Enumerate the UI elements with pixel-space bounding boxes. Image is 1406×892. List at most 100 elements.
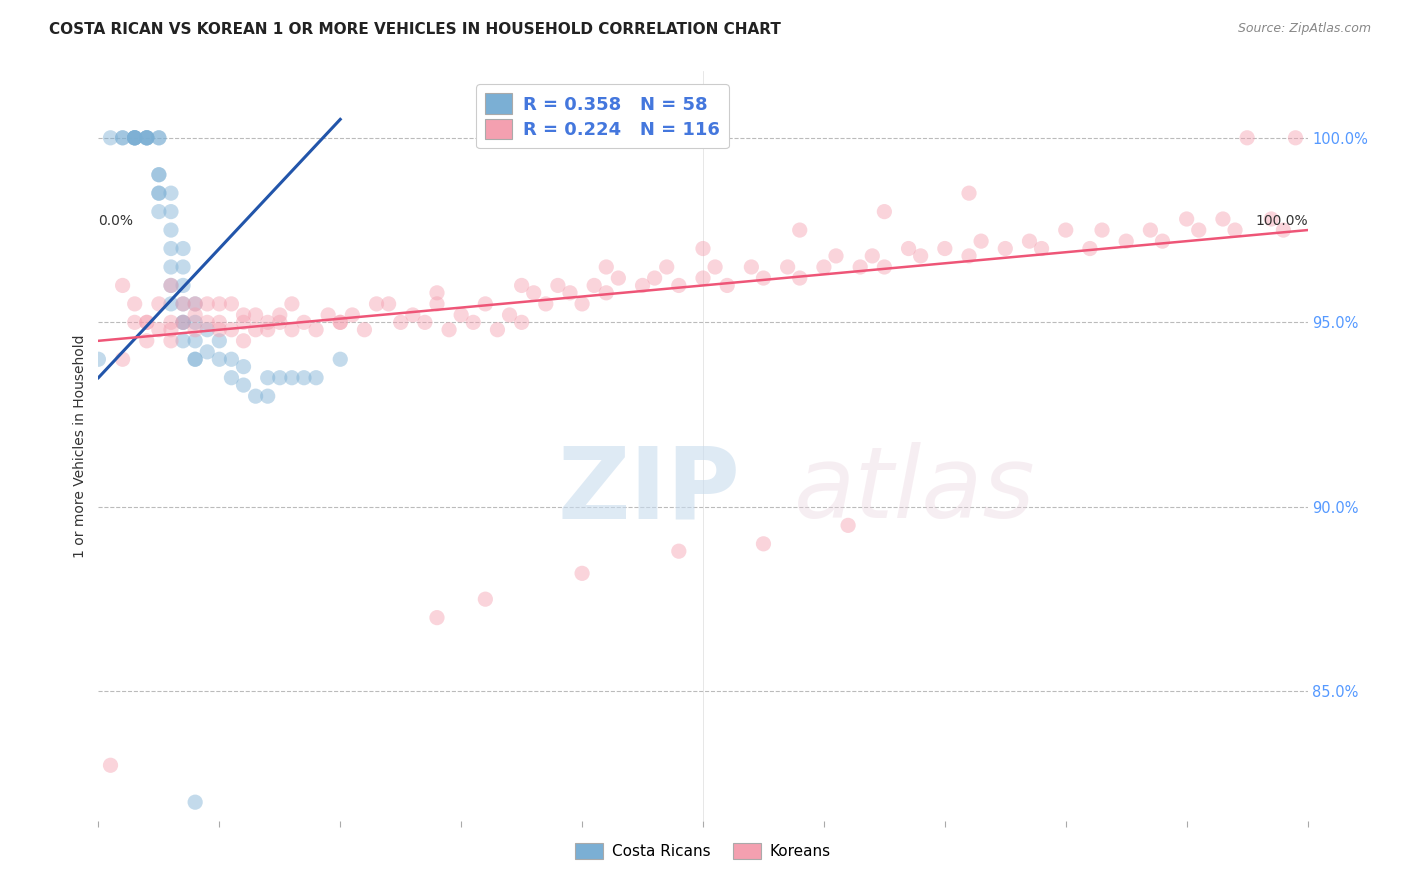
Point <box>426 297 449 311</box>
Point <box>195 297 218 311</box>
Point <box>342 308 364 322</box>
Point <box>172 260 194 274</box>
Point <box>124 130 146 145</box>
Point <box>160 334 183 348</box>
Point <box>860 249 883 263</box>
Point <box>1212 212 1234 227</box>
Point <box>316 308 339 322</box>
Point <box>124 130 146 145</box>
Point <box>135 315 157 329</box>
Point <box>957 186 980 201</box>
Point <box>172 278 194 293</box>
Legend: Costa Ricans, Koreans: Costa Ricans, Koreans <box>569 838 837 865</box>
Point <box>752 271 775 285</box>
Point <box>510 315 533 329</box>
Point <box>389 315 412 329</box>
Point <box>256 370 278 384</box>
Point <box>413 315 436 329</box>
Point <box>426 610 449 624</box>
Point <box>148 204 170 219</box>
Point <box>281 323 304 337</box>
Point <box>366 297 388 311</box>
Point <box>148 297 170 311</box>
Point <box>510 278 533 293</box>
Point <box>873 260 896 274</box>
Point <box>837 518 859 533</box>
Point <box>160 242 183 256</box>
Point <box>1175 212 1198 227</box>
Point <box>1054 223 1077 237</box>
Point <box>1188 223 1211 237</box>
Point <box>160 204 183 219</box>
Point <box>498 308 520 322</box>
Point <box>353 323 375 337</box>
Point <box>124 130 146 145</box>
Point <box>281 370 304 384</box>
Point <box>135 315 157 329</box>
Point <box>789 223 811 237</box>
Point <box>873 204 896 219</box>
Point <box>148 186 170 201</box>
Point <box>221 352 243 367</box>
Point <box>195 344 218 359</box>
Point <box>957 249 980 263</box>
Point <box>195 315 218 329</box>
Point <box>752 537 775 551</box>
Point <box>160 278 183 293</box>
Point <box>184 323 207 337</box>
Point <box>305 323 328 337</box>
Point <box>184 315 207 329</box>
Point <box>184 297 207 311</box>
Point <box>558 285 581 300</box>
Point <box>740 260 762 274</box>
Point <box>776 260 799 274</box>
Point <box>607 271 630 285</box>
Point <box>813 260 835 274</box>
Point <box>160 297 183 311</box>
Point <box>232 308 254 322</box>
Point <box>184 297 207 311</box>
Point <box>970 234 993 248</box>
Point <box>148 168 170 182</box>
Point <box>172 315 194 329</box>
Point <box>135 130 157 145</box>
Point <box>292 370 315 384</box>
Point <box>644 271 666 285</box>
Text: atlas: atlas <box>793 442 1035 540</box>
Point <box>172 297 194 311</box>
Point <box>232 359 254 374</box>
Point <box>172 297 194 311</box>
Point <box>124 130 146 145</box>
Point <box>184 308 207 322</box>
Point <box>256 323 278 337</box>
Point <box>172 315 194 329</box>
Point <box>111 278 134 293</box>
Point <box>148 186 170 201</box>
Point <box>1284 130 1306 145</box>
Point <box>148 130 170 145</box>
Point <box>111 130 134 145</box>
Point <box>172 334 194 348</box>
Point <box>184 352 207 367</box>
Point <box>135 130 157 145</box>
Point <box>523 285 546 300</box>
Text: 100.0%: 100.0% <box>1256 214 1308 228</box>
Point <box>208 315 231 329</box>
Point <box>87 352 110 367</box>
Point <box>1139 223 1161 237</box>
Point <box>571 566 593 581</box>
Point <box>245 389 267 403</box>
Point <box>789 271 811 285</box>
Point <box>269 315 291 329</box>
Point <box>135 130 157 145</box>
Point <box>135 130 157 145</box>
Point <box>160 323 183 337</box>
Point <box>232 315 254 329</box>
Point <box>849 260 872 274</box>
Point <box>595 260 617 274</box>
Point <box>208 352 231 367</box>
Point <box>1031 242 1053 256</box>
Point <box>897 242 920 256</box>
Point <box>269 308 291 322</box>
Point <box>1091 223 1114 237</box>
